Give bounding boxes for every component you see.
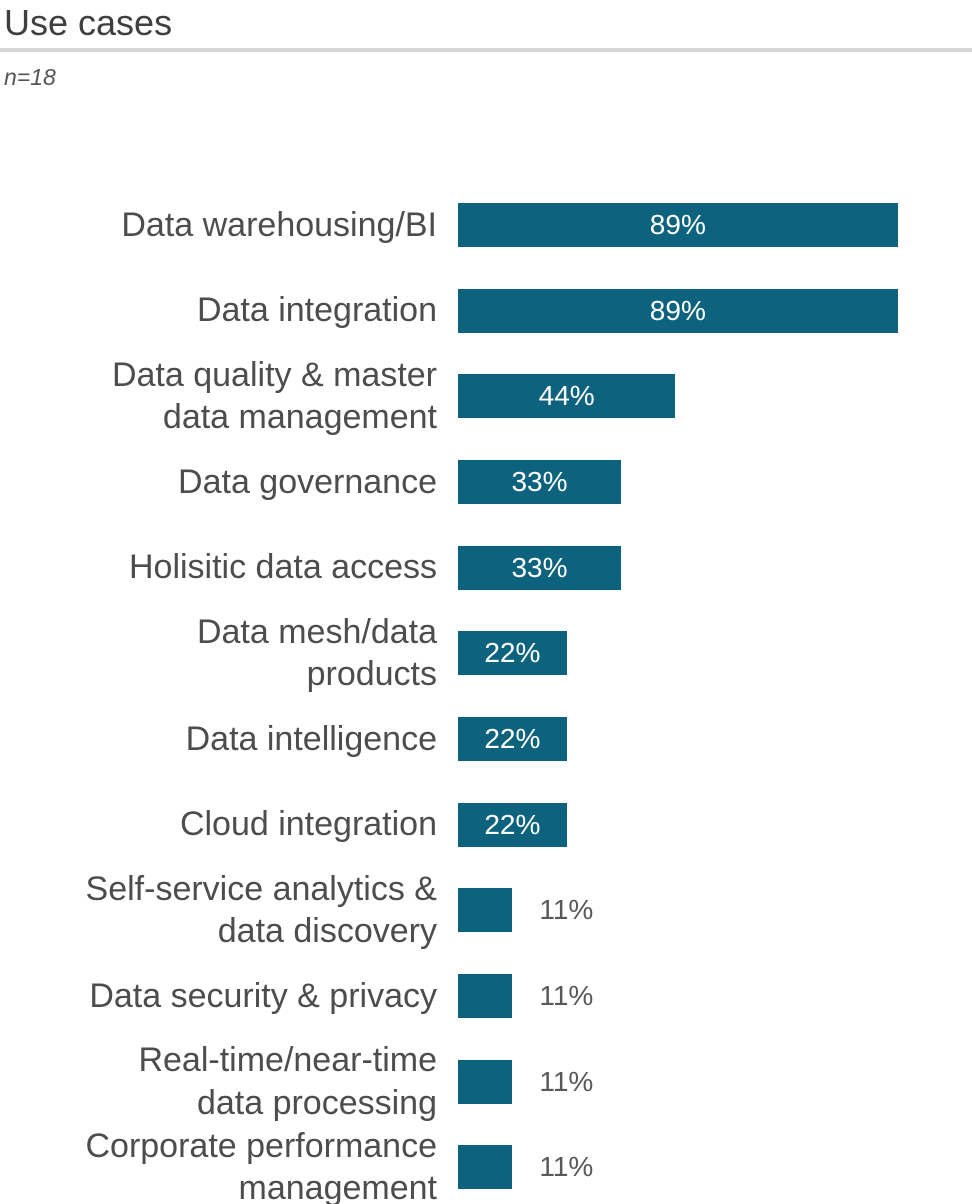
chart-row: Holisitic data access 33% (0, 525, 972, 611)
bar-chart: Data warehousing/BI 89% Data integration 89… (0, 182, 972, 1204)
chart-row: Data quality & master data management 44% (0, 353, 972, 439)
value-label: 22% (484, 637, 541, 669)
bar-area: 22% (458, 696, 972, 782)
value-label: 44% (538, 380, 595, 412)
bar: 44% (458, 374, 676, 419)
chart-row: Data governance 33% (0, 439, 972, 525)
chart-row: Corporate performance management 11% (0, 1125, 972, 1204)
bar: 33% (458, 459, 622, 504)
bar-area: 33% (458, 439, 972, 525)
category-label: Real-time/near-time data processing (138, 1041, 437, 1122)
value-label: 33% (511, 465, 568, 497)
value-label: 11% (539, 1065, 594, 1097)
bar-area: 89% (458, 182, 972, 268)
value-label: 89% (649, 208, 706, 240)
bar-area: 33% (458, 525, 972, 611)
bar-area: 11% (458, 1125, 972, 1204)
category-label: Data security & privacy (89, 976, 437, 1015)
bar (458, 974, 513, 1019)
bar-area: 22% (458, 610, 972, 696)
value-label: 33% (511, 551, 568, 583)
bar: 22% (458, 802, 567, 847)
chart-row: Data integration 89% (0, 268, 972, 354)
bar-area: 11% (458, 1039, 972, 1125)
chart-row: Data warehousing/BI 89% (0, 182, 972, 268)
category-label: Cloud integration (179, 805, 437, 844)
category-label: Data integration (196, 291, 437, 330)
category-label: Data quality & master data management (111, 355, 437, 437)
value-label: 11% (539, 894, 594, 926)
category-label: Data warehousing/BI (121, 205, 437, 244)
chart-row: Real-time/near-time data processing 11% (0, 1039, 972, 1125)
value-label: 11% (539, 980, 594, 1012)
value-label: 22% (484, 722, 541, 754)
chart-row: Data security & privacy 11% (0, 953, 972, 1039)
bar (458, 1145, 513, 1190)
bar-area: 11% (458, 868, 972, 954)
category-label: Corporate performance management (85, 1126, 437, 1204)
value-label: 89% (649, 294, 706, 326)
bar (458, 888, 513, 933)
bar-area: 89% (458, 268, 972, 354)
title-divider (0, 48, 972, 52)
value-label: 22% (484, 808, 541, 840)
bar: 89% (458, 202, 898, 247)
chart-row: Data intelligence 22% (0, 696, 972, 782)
category-label: Holisitic data access (128, 548, 437, 587)
sample-size-note: n=18 (4, 64, 56, 90)
bar: 33% (458, 545, 622, 590)
bar: 89% (458, 288, 898, 333)
bar-area: 44% (458, 353, 972, 439)
bar-area: 22% (458, 782, 972, 868)
chart-row: Self-service analytics & data discovery 1… (0, 868, 972, 954)
bar-area: 11% (458, 953, 972, 1039)
category-label: Data governance (178, 462, 437, 501)
bar: 22% (458, 631, 567, 676)
bar (458, 1059, 513, 1104)
category-label: Data intelligence (185, 719, 437, 758)
chart-row: Data mesh/data products 22% (0, 610, 972, 696)
category-label: Self-service analytics & data discovery (85, 869, 437, 951)
category-label: Data mesh/data products (196, 612, 437, 694)
value-label: 11% (539, 1151, 594, 1183)
bar: 22% (458, 716, 567, 761)
page-title: Use cases (4, 2, 173, 43)
chart-row: Cloud integration 22% (0, 782, 972, 868)
